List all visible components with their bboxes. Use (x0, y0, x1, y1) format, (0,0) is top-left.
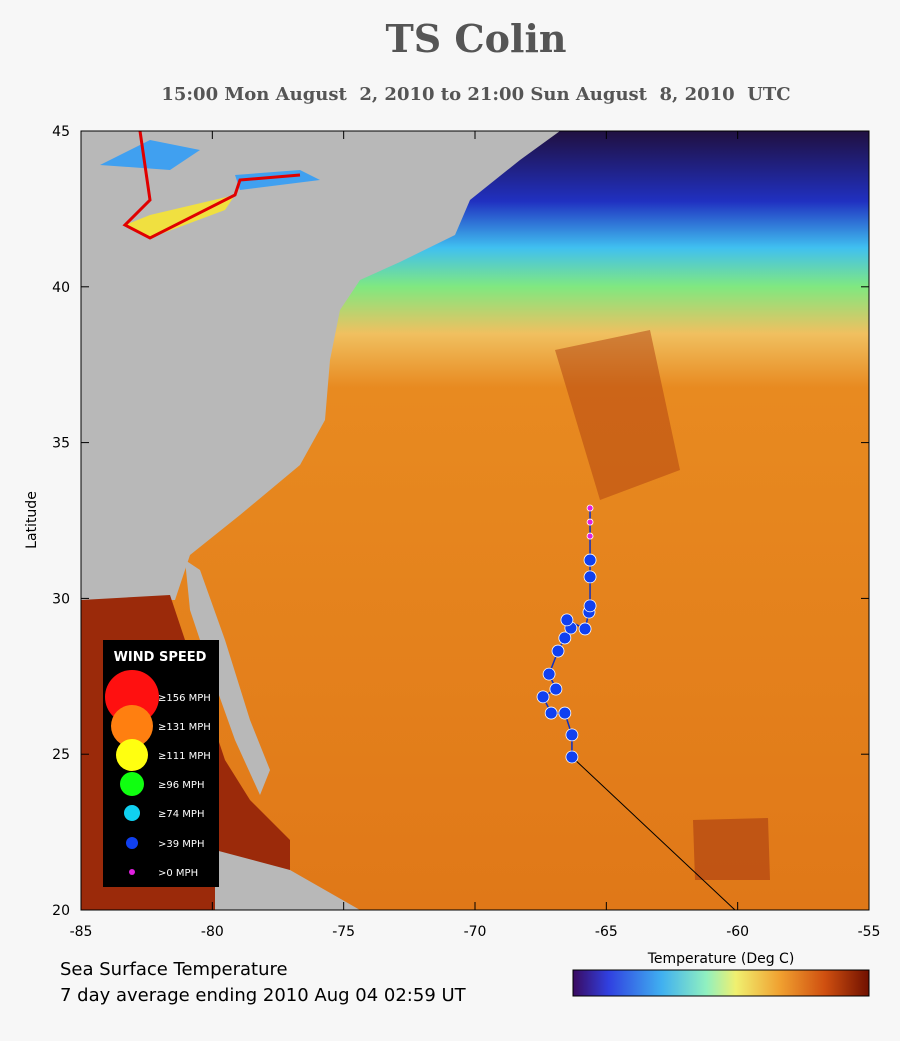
x-tick-label: -55 (858, 924, 881, 940)
legend-label: ≥111 MPH (158, 751, 211, 762)
track-point (583, 553, 597, 567)
y-tick-label: 45 (52, 124, 70, 140)
x-tick-label: -65 (595, 924, 618, 940)
legend-marker (116, 739, 148, 771)
x-tick-label: -85 (70, 924, 93, 940)
track-point (586, 504, 594, 512)
track-point (586, 518, 594, 526)
colorbar-label: Temperature (Deg C) (647, 951, 795, 967)
legend-title: WIND SPEED (114, 650, 207, 665)
track-point (586, 532, 594, 540)
subtitle: 15:00 Mon August 2, 2010 to 21:00 Sun Au… (161, 84, 790, 105)
x-tick-label: -80 (201, 924, 224, 940)
track-point (551, 644, 565, 658)
track-point (583, 570, 597, 584)
legend-marker (124, 805, 140, 821)
legend-label: ≥96 MPH (158, 780, 204, 791)
y-axis-label: Latitude (24, 491, 40, 549)
colorbar-gradient (572, 969, 870, 997)
axes: -85 -80 -75 -70 -65 -60 -55 20 25 30 35 40 45 (52, 124, 880, 940)
legend-marker (129, 869, 135, 875)
y-tick-label: 20 (52, 903, 70, 919)
y-tick-label: 25 (52, 747, 70, 763)
legend: WIND SPEED ≥156 MPH ≥131 MPH ≥111 MPH ≥96 M… (103, 640, 219, 887)
footer-line: 7 day average ending 2010 Aug 04 02:59 U… (60, 985, 467, 1006)
x-tick-label: -70 (464, 924, 487, 940)
legend-label: >0 MPH (158, 868, 198, 879)
legend-marker (111, 705, 153, 747)
track-point (558, 631, 572, 645)
track-point (542, 667, 556, 681)
legend-marker (120, 772, 144, 796)
y-tick-label: 40 (52, 280, 70, 296)
colorbar: Temperature (Deg C) (572, 951, 870, 997)
footer-line: Sea Surface Temperature (60, 959, 288, 980)
track-point (549, 682, 563, 696)
legend-marker (126, 837, 138, 849)
title: TS Colin (385, 16, 566, 61)
legend-label: ≥74 MPH (158, 809, 204, 820)
y-tick-label: 35 (52, 436, 70, 452)
track-point (560, 613, 574, 627)
track-point (583, 599, 597, 613)
track-point (565, 728, 579, 742)
y-tick-label: 30 (52, 591, 70, 607)
track-point (578, 622, 592, 636)
track (536, 504, 597, 764)
legend-label: >39 MPH (158, 839, 204, 850)
track-point (544, 706, 558, 720)
track-point (565, 750, 579, 764)
x-tick-label: -75 (332, 924, 355, 940)
track-point (536, 690, 550, 704)
legend-label: ≥156 MPH (158, 693, 211, 704)
legend-label: ≥131 MPH (158, 722, 211, 733)
x-tick-label: -60 (726, 924, 749, 940)
track-point (558, 706, 572, 720)
